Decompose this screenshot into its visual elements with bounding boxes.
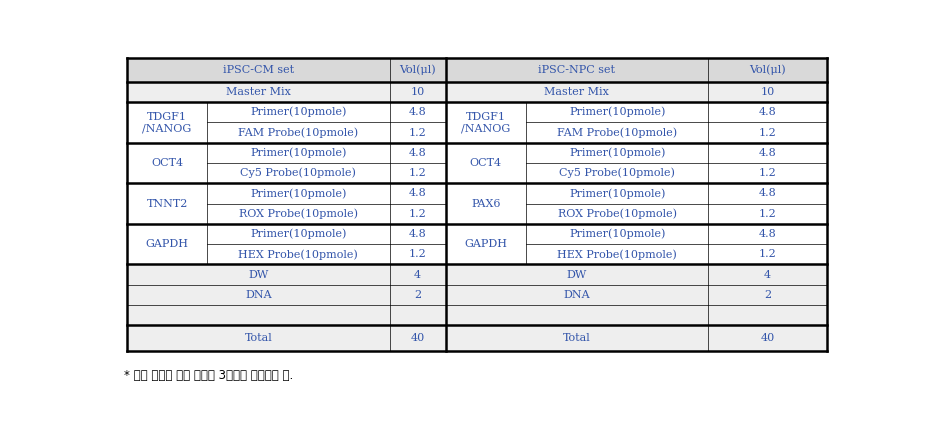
Text: 40: 40 (761, 333, 775, 343)
Bar (128, 265, 827, 285)
Text: Master Mix: Master Mix (545, 87, 609, 97)
Text: TNNT2: TNNT2 (146, 198, 188, 209)
Text: 4: 4 (764, 270, 771, 280)
Text: OCT4: OCT4 (470, 158, 502, 168)
Text: Primer(10pmole): Primer(10pmole) (569, 188, 666, 198)
Text: 1.2: 1.2 (759, 127, 776, 138)
Text: 4.8: 4.8 (409, 229, 426, 239)
Text: Cy5 Probe(10pmole): Cy5 Probe(10pmole) (560, 168, 675, 178)
Text: iPSC-NPC set: iPSC-NPC set (538, 65, 615, 75)
Text: OCT4: OCT4 (151, 158, 183, 168)
Text: 4.8: 4.8 (759, 188, 776, 198)
Text: Primer(10pmole): Primer(10pmole) (250, 229, 346, 239)
Text: HEX Probe(10pmole): HEX Probe(10pmole) (238, 249, 358, 260)
Text: GAPDH: GAPDH (465, 239, 507, 249)
Text: Primer(10pmole): Primer(10pmole) (569, 147, 666, 158)
Text: 1.2: 1.2 (759, 168, 776, 178)
Text: Total: Total (245, 333, 272, 343)
Text: Primer(10pmole): Primer(10pmole) (250, 188, 346, 198)
Text: Cy5 Probe(10pmole): Cy5 Probe(10pmole) (240, 168, 357, 178)
Text: DW: DW (567, 270, 587, 280)
Text: 2: 2 (414, 290, 421, 300)
Text: * 모든 샘플에 대한 실험은 3반복을 원칙으로 함.: * 모든 샘플에 대한 실험은 3반복을 원칙으로 함. (124, 369, 293, 382)
Bar (128, 183, 827, 203)
Text: 4.8: 4.8 (409, 107, 426, 117)
Text: TDGF1
/NANOG: TDGF1 /NANOG (142, 111, 192, 133)
Text: ROX Probe(10pmole): ROX Probe(10pmole) (558, 208, 677, 219)
Bar (128, 123, 827, 143)
Text: 4.8: 4.8 (759, 148, 776, 158)
Text: Primer(10pmole): Primer(10pmole) (250, 107, 346, 118)
Bar (128, 244, 827, 265)
Bar (128, 143, 827, 163)
Text: 1.2: 1.2 (759, 249, 776, 259)
Text: GAPDH: GAPDH (145, 239, 189, 249)
Bar (128, 203, 827, 224)
Bar (128, 163, 827, 183)
Text: 4.8: 4.8 (409, 188, 426, 198)
Bar (128, 325, 827, 351)
Text: DNA: DNA (245, 290, 272, 300)
Bar (128, 59, 827, 82)
Text: DNA: DNA (563, 290, 590, 300)
Text: 4.8: 4.8 (759, 229, 776, 239)
Text: Master Mix: Master Mix (226, 87, 290, 97)
Text: 4: 4 (414, 270, 421, 280)
Text: Total: Total (563, 333, 591, 343)
Bar (128, 285, 827, 305)
Text: 1.2: 1.2 (409, 168, 426, 178)
Bar (128, 305, 827, 325)
Text: 4.8: 4.8 (409, 148, 426, 158)
Text: PAX6: PAX6 (471, 198, 501, 209)
Text: 1.2: 1.2 (409, 249, 426, 259)
Text: 4.8: 4.8 (759, 107, 776, 117)
Text: Primer(10pmole): Primer(10pmole) (569, 229, 666, 239)
Text: 1.2: 1.2 (409, 127, 426, 138)
Text: FAM Probe(10pmole): FAM Probe(10pmole) (238, 127, 358, 138)
Text: iPSC-CM set: iPSC-CM set (223, 65, 294, 75)
Text: DW: DW (249, 270, 268, 280)
Text: 40: 40 (411, 333, 425, 343)
Text: 1.2: 1.2 (409, 209, 426, 219)
Text: FAM Probe(10pmole): FAM Probe(10pmole) (557, 127, 677, 138)
Text: 10: 10 (411, 87, 425, 97)
Bar (128, 102, 827, 123)
Text: Primer(10pmole): Primer(10pmole) (569, 107, 666, 118)
Text: Vol(μl): Vol(μl) (399, 65, 436, 75)
Text: 10: 10 (761, 87, 775, 97)
Text: 2: 2 (764, 290, 771, 300)
Text: Primer(10pmole): Primer(10pmole) (250, 147, 346, 158)
Text: Vol(μl): Vol(μl) (749, 65, 786, 75)
Text: HEX Probe(10pmole): HEX Probe(10pmole) (558, 249, 677, 260)
Text: TDGF1
/NANOG: TDGF1 /NANOG (461, 111, 510, 133)
Bar (128, 224, 827, 244)
Bar (128, 82, 827, 102)
Text: 1.2: 1.2 (759, 209, 776, 219)
Text: ROX Probe(10pmole): ROX Probe(10pmole) (239, 208, 358, 219)
